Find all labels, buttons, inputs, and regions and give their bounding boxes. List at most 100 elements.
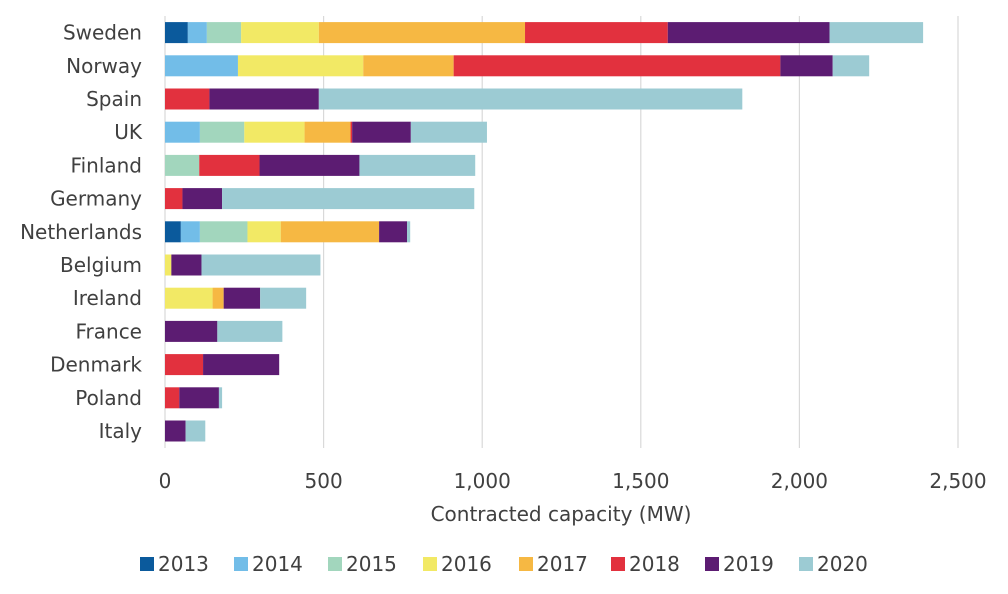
bar-segment: [363, 55, 454, 77]
legend-item: 2016: [423, 552, 492, 576]
legend-label: 2017: [537, 552, 588, 576]
category-label: Sweden: [63, 21, 142, 45]
bar-segment: [165, 55, 238, 77]
legend-item: 2013: [140, 552, 209, 576]
bar-segment: [165, 287, 213, 309]
x-tick-label: 500: [305, 469, 343, 493]
bar-segment: [165, 88, 210, 110]
category-label: Ireland: [73, 286, 142, 310]
bar-segment: [318, 88, 743, 110]
bar-segment: [525, 22, 668, 44]
category-labels: Sweden Norway Spain UK Finland Germany Netherl…: [20, 21, 143, 443]
bar-segment: [244, 121, 305, 143]
category-label: UK: [114, 120, 143, 144]
legend: 2013 2014 2015 2016 2017 2018 2019 2020: [140, 552, 868, 576]
bar-segment: [165, 254, 172, 276]
legend-label: 2019: [723, 552, 774, 576]
bar-segment: [359, 154, 476, 176]
bar-segment: [212, 287, 224, 309]
legend-item: 2019: [705, 552, 774, 576]
category-label: Belgium: [60, 253, 142, 277]
bar-segment: [237, 55, 364, 77]
bar-segment: [165, 320, 218, 342]
legend-swatch: [519, 557, 533, 571]
bar-segment: [180, 221, 200, 243]
legend-swatch: [423, 557, 437, 571]
bar-segment: [165, 154, 200, 176]
bar-segment: [223, 287, 261, 309]
legend-item: 2015: [328, 552, 397, 576]
category-label: Poland: [75, 386, 142, 410]
bar-segment: [222, 188, 475, 210]
bar-segment: [206, 22, 242, 44]
legend-item: 2020: [799, 552, 868, 576]
bar-segment: [203, 354, 280, 376]
bar-segment: [199, 221, 248, 243]
bar-segment: [165, 354, 204, 376]
legend-swatch: [611, 557, 625, 571]
category-label: Finland: [71, 153, 142, 177]
category-label: France: [75, 319, 142, 343]
bar-segment: [829, 22, 924, 44]
legend-swatch: [140, 557, 154, 571]
bar-segment: [260, 287, 307, 309]
legend-label: 2020: [817, 552, 868, 576]
category-label: Spain: [86, 87, 142, 111]
x-tick-label: 2,000: [771, 469, 828, 493]
bar-segment: [218, 387, 223, 409]
legend-swatch: [234, 557, 248, 571]
bar-segment: [165, 420, 186, 442]
legend-item: 2018: [611, 552, 680, 576]
legend-swatch: [799, 557, 813, 571]
bar-segment: [667, 22, 830, 44]
bar-segment: [407, 221, 411, 243]
bar-segment: [201, 254, 321, 276]
x-tick-label: 1,000: [454, 469, 511, 493]
bar-segment: [209, 88, 319, 110]
bar-segment: [304, 121, 351, 143]
bar-segment: [379, 221, 408, 243]
bar-segment: [350, 121, 353, 143]
category-label: Norway: [66, 54, 142, 78]
bar-segment: [165, 22, 188, 44]
category-label: Denmark: [50, 353, 142, 377]
legend-swatch: [328, 557, 342, 571]
legend-swatch: [705, 557, 719, 571]
bar-segment: [171, 254, 202, 276]
bar-segment: [352, 121, 411, 143]
bar-segment: [187, 22, 207, 44]
legend-label: 2016: [441, 552, 492, 576]
x-tick-label: 2,500: [929, 469, 986, 493]
category-label: Germany: [50, 187, 142, 211]
bar-segment: [179, 387, 219, 409]
category-label: Netherlands: [20, 220, 142, 244]
bar-segment: [410, 121, 487, 143]
bar-segment: [259, 154, 360, 176]
legend-label: 2015: [346, 552, 397, 576]
legend-label: 2013: [158, 552, 209, 576]
x-tick-label: 1,500: [612, 469, 669, 493]
bar-segment: [199, 154, 260, 176]
bar-segment: [247, 221, 281, 243]
x-tick-labels: 0 500 1,000 1,500 2,000 2,500: [159, 469, 987, 493]
bar-segment: [199, 121, 245, 143]
x-tick-label: 0: [159, 469, 172, 493]
x-axis-title: Contracted capacity (MW): [431, 502, 692, 526]
bar-segment: [780, 55, 833, 77]
bar-segment: [217, 320, 283, 342]
bar-segment: [165, 221, 181, 243]
legend-label: 2014: [252, 552, 303, 576]
bar-segment: [453, 55, 781, 77]
legend-label: 2018: [629, 552, 680, 576]
bar-segment: [182, 188, 223, 210]
bar-segment: [165, 188, 183, 210]
legend-item: 2014: [234, 552, 303, 576]
bar-segment: [241, 22, 319, 44]
category-label: Italy: [99, 419, 143, 443]
bar-segment: [165, 387, 180, 409]
bar-segment: [165, 121, 200, 143]
legend-item: 2017: [519, 552, 588, 576]
bar-segment: [318, 22, 526, 44]
bar-segment: [280, 221, 380, 243]
